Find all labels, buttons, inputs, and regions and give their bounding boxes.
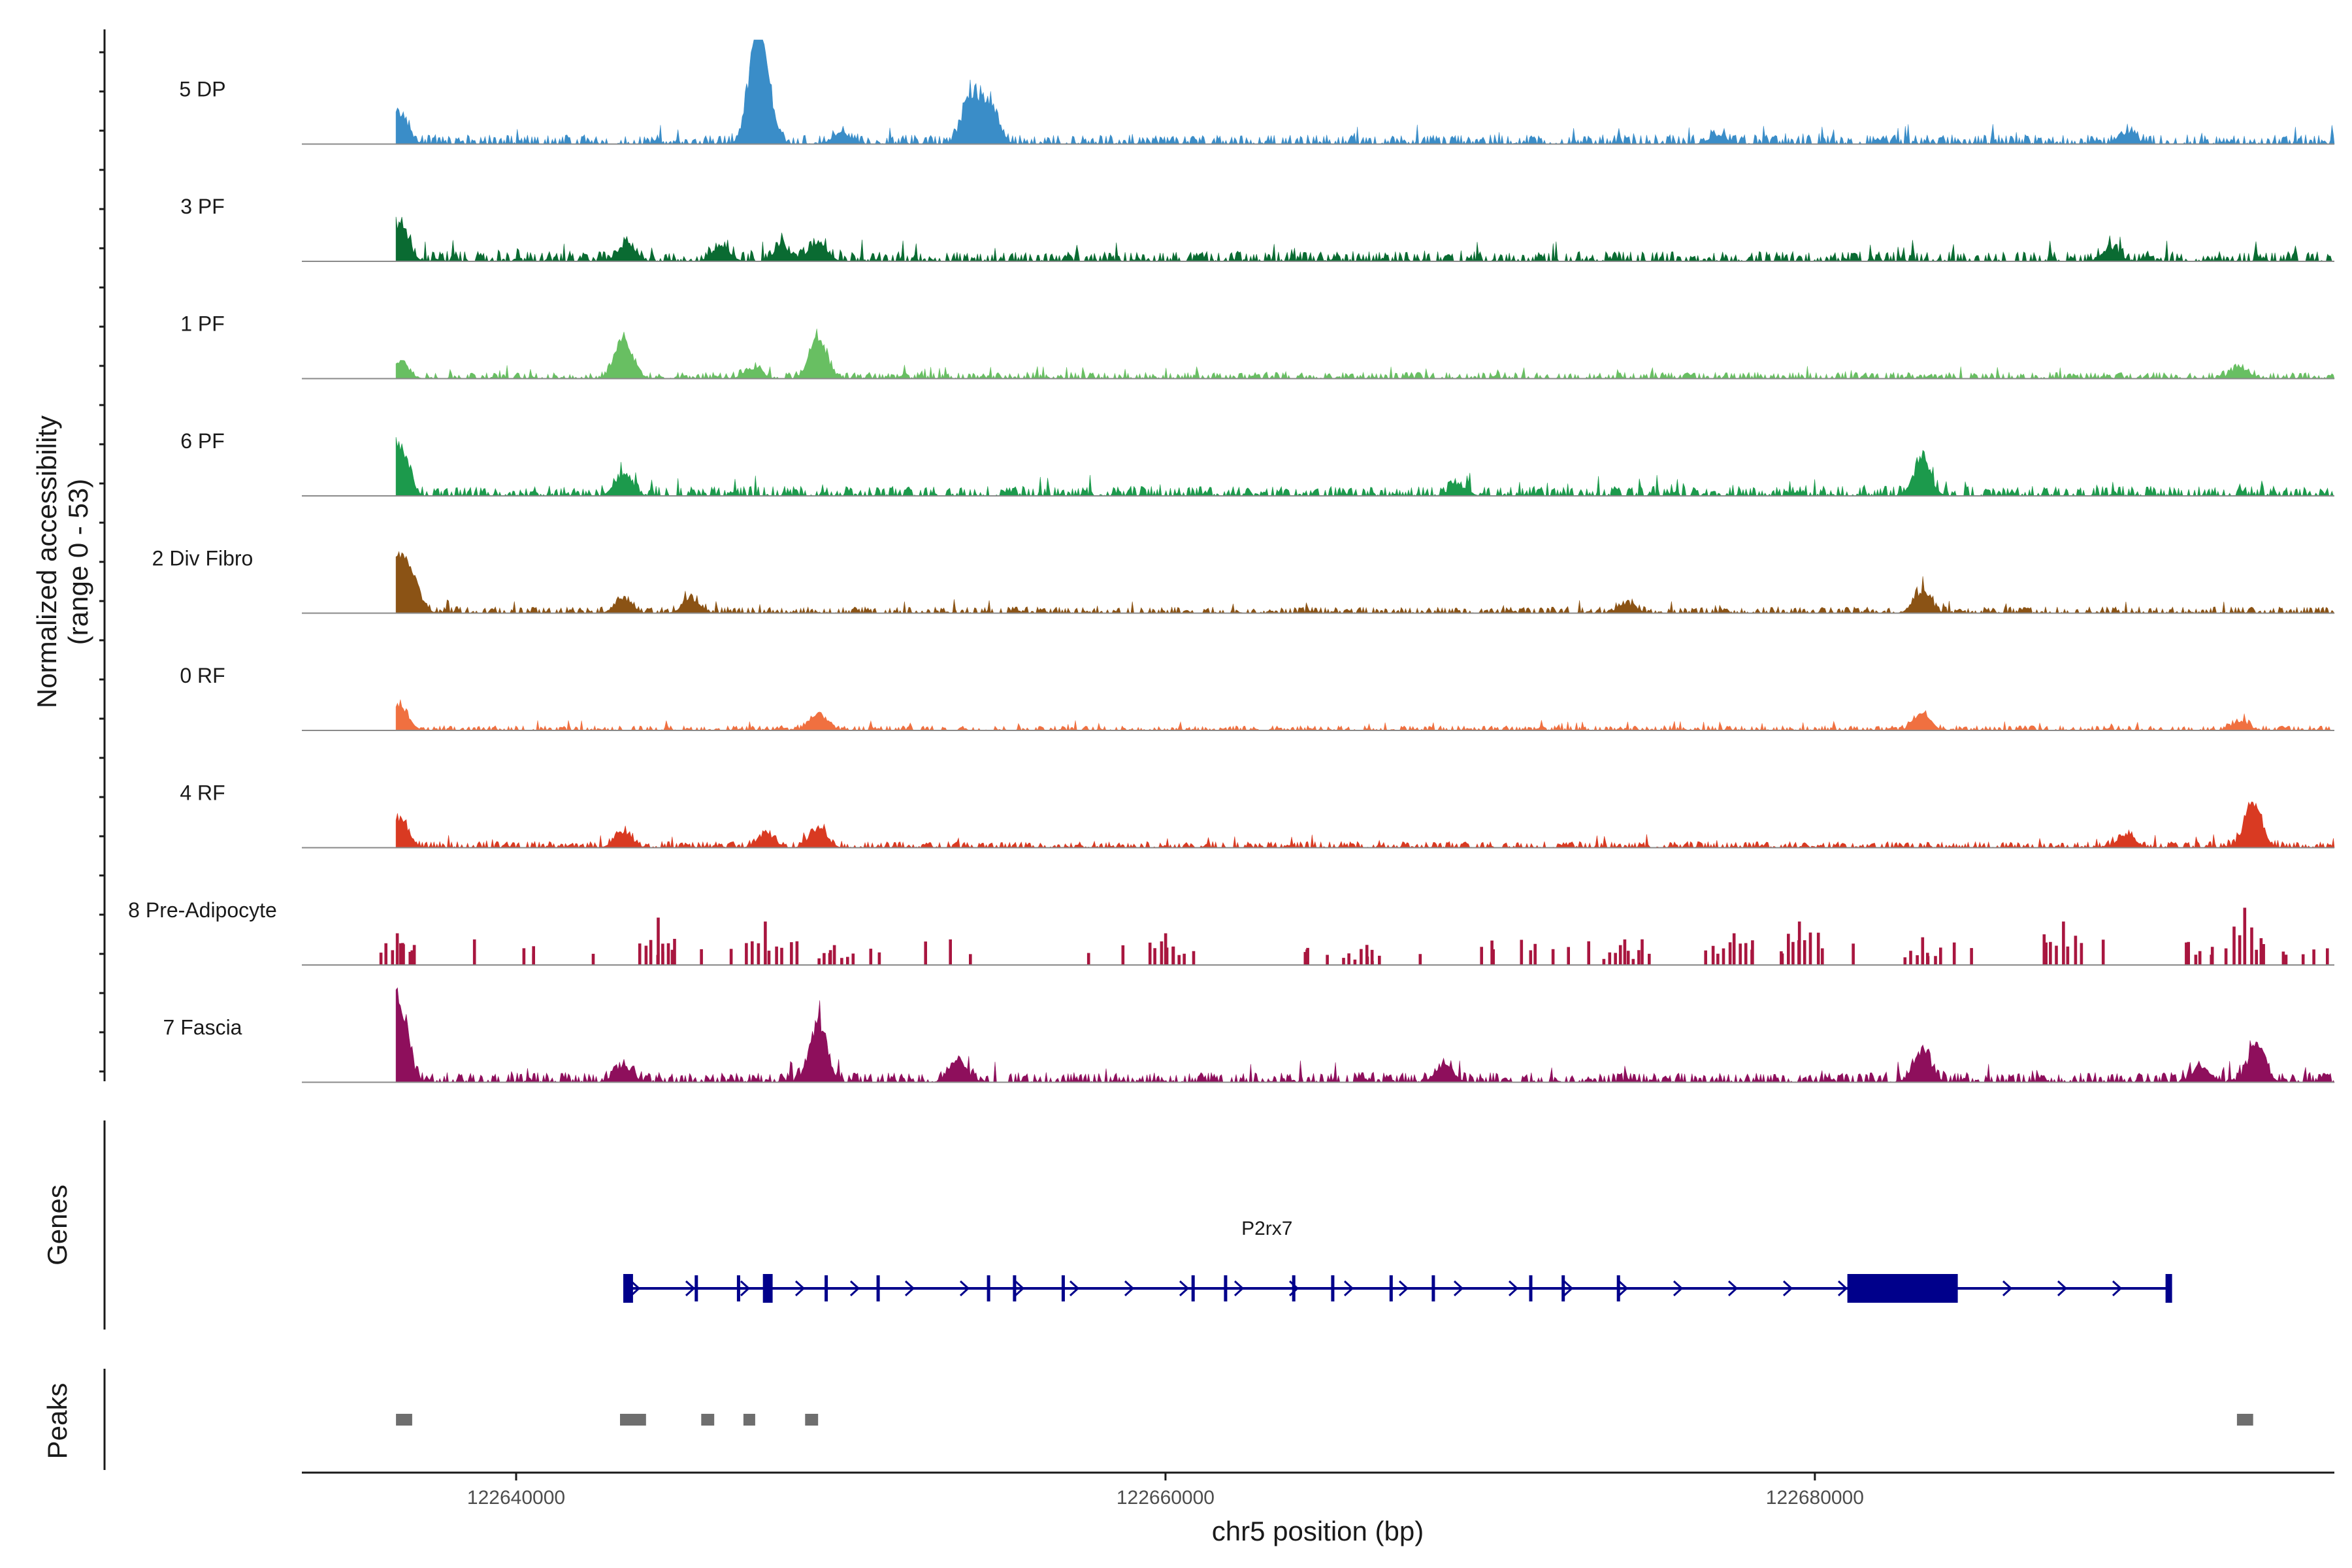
gene-name-label: P2rx7	[1241, 1218, 1292, 1239]
strand-arrow	[1233, 1280, 1245, 1297]
exon	[1389, 1275, 1393, 1301]
strand-arrow	[2057, 1280, 2068, 1297]
track-label: 0 RF	[180, 664, 225, 687]
track-6-pf: 6 PF	[180, 429, 2334, 497]
strand-arrow	[1837, 1280, 1848, 1297]
track-2-div-fibro: 2 Div Fibro	[152, 547, 2335, 614]
strand-arrow	[1453, 1280, 1464, 1297]
strand-arrow	[1727, 1280, 1739, 1297]
strand-arrow	[1014, 1280, 1025, 1297]
exon	[1191, 1275, 1195, 1301]
strand-arrow	[1343, 1280, 1354, 1297]
exon	[762, 1274, 773, 1303]
peak-region	[805, 1414, 819, 1426]
track-label: 7 Fascia	[163, 1016, 242, 1039]
strand-arrow	[904, 1280, 915, 1297]
strand-arrow	[2002, 1280, 2013, 1297]
exon	[736, 1275, 740, 1301]
track-4-rf: 4 RF	[180, 781, 2335, 849]
coverage-y-axis-title: Normalized accessibility (range 0 - 53)	[31, 416, 93, 708]
genes-panel-label: Genes	[42, 1184, 73, 1266]
x-axis-title: chr5 position (bp)	[1212, 1516, 1424, 1546]
x-tick-label: 122640000	[467, 1487, 565, 1509]
track-0-rf: 0 RF	[180, 664, 2334, 732]
coverage-area	[379, 907, 2329, 966]
track-label: 2 Div Fibro	[152, 547, 253, 570]
exon	[987, 1275, 990, 1301]
y-axis-title: Normalized accessibility	[31, 416, 62, 708]
gene-model	[623, 1274, 2172, 1303]
track-label: 6 PF	[180, 429, 225, 453]
peaks-panel-label: Peaks	[42, 1383, 73, 1460]
exon	[1529, 1275, 1533, 1301]
coverage-area	[395, 987, 2335, 1083]
track-7-fascia: 7 Fascia	[163, 987, 2335, 1083]
coverage-area	[395, 437, 2334, 497]
exon	[623, 1274, 633, 1303]
strand-arrow	[1179, 1280, 1190, 1297]
strand-arrow	[740, 1280, 751, 1297]
y-axis-range-label: (range 0 - 53)	[63, 479, 93, 645]
strand-arrow	[1618, 1280, 1629, 1297]
exon	[825, 1275, 828, 1301]
strand-arrow	[794, 1280, 806, 1297]
exon	[1013, 1275, 1017, 1301]
strand-arrow	[685, 1280, 696, 1297]
strand-arrow	[630, 1280, 641, 1297]
strand-arrow	[1563, 1280, 1574, 1297]
strand-arrow	[1508, 1280, 1519, 1297]
exon	[1224, 1275, 1228, 1301]
peak-region	[396, 1414, 412, 1426]
track-label: 4 RF	[180, 781, 225, 805]
track-label: 8 Pre-Adipocyte	[128, 898, 277, 922]
track-1-pf: 1 PF	[180, 312, 2335, 380]
track-3-pf: 3 PF	[180, 195, 2334, 263]
peak-regions	[396, 1414, 2253, 1426]
x-axis-ticks: 122640000 122660000 122680000	[467, 1473, 1864, 1509]
exon	[1331, 1275, 1335, 1301]
coverage-y-axis-ticks	[99, 51, 105, 1073]
coverage-area	[395, 551, 2335, 614]
track-label: 1 PF	[180, 312, 225, 336]
peak-region	[701, 1414, 715, 1426]
exon	[1061, 1275, 1065, 1301]
track-8-pre-adipocyte: 8 Pre-Adipocyte	[128, 898, 2334, 966]
track-5-dp: 5 DP	[179, 39, 2335, 145]
peak-region	[620, 1414, 646, 1426]
exon	[1616, 1275, 1620, 1301]
strand-arrow	[1124, 1280, 1135, 1297]
exon	[1561, 1275, 1565, 1301]
x-tick-label: 122680000	[1766, 1487, 1864, 1509]
strand-arrow	[2112, 1280, 2123, 1297]
track-label: 3 PF	[180, 195, 225, 218]
coverage-area	[395, 39, 2335, 145]
strand-arrow	[849, 1280, 860, 1297]
exon	[1847, 1274, 1958, 1303]
strand-arrow	[1673, 1280, 1684, 1297]
peak-region	[2236, 1414, 2253, 1426]
x-tick-label: 122660000	[1117, 1487, 1215, 1509]
exon	[1292, 1275, 1296, 1301]
exon	[2165, 1274, 2172, 1303]
track-label: 5 DP	[179, 78, 225, 101]
strand-arrow	[1398, 1280, 1409, 1297]
strand-arrow	[1069, 1280, 1080, 1297]
coverage-tracks: 5 DP 3 PF 1 PF 6 PF 2 Div Fibro 0 RF 4 RF 8 Pre…	[128, 39, 2335, 1083]
strand-arrow	[959, 1280, 970, 1297]
exon	[1431, 1275, 1435, 1301]
peak-region	[743, 1414, 755, 1426]
exon	[694, 1275, 698, 1301]
exon	[876, 1275, 880, 1301]
strand-arrow	[1782, 1280, 1793, 1297]
